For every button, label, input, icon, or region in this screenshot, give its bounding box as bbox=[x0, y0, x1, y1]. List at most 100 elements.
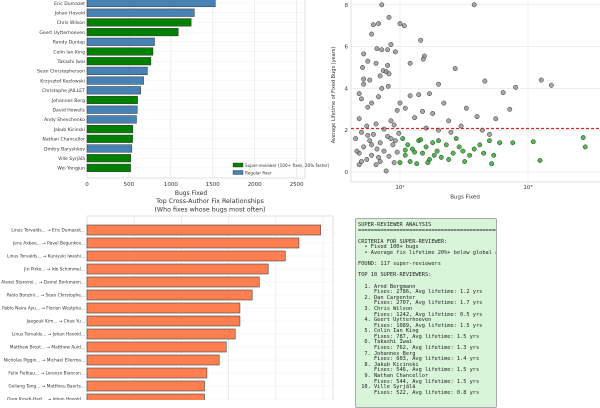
bar bbox=[86, 393, 205, 400]
scatter-point-regular bbox=[386, 71, 392, 77]
scatter-point-regular bbox=[427, 91, 432, 97]
y-tick-label: Nicholas Piggin... → Michael Ellerma... bbox=[4, 358, 85, 364]
scatter-point-regular bbox=[386, 153, 392, 159]
scatter-point-regular bbox=[364, 157, 370, 162]
scatter-point-regular bbox=[407, 60, 413, 66]
x-tick-label: 1500 bbox=[206, 182, 220, 188]
y-axis-label: Average Lifetime of Fixed Bugs (years) bbox=[331, 47, 337, 144]
y-tick-label: Eric Dumazet bbox=[54, 1, 85, 7]
bar bbox=[86, 18, 192, 27]
chart-subtitle: (Who fixes whose bugs most often) bbox=[154, 207, 265, 214]
scatter-point-super-reviewer bbox=[582, 144, 588, 150]
scatter-point-super-reviewer bbox=[497, 140, 503, 146]
scatter-point-regular bbox=[361, 76, 367, 82]
scatter-point-super-reviewer bbox=[436, 138, 441, 144]
y-tick-label: 2 bbox=[345, 128, 349, 134]
scatter-point-super-reviewer bbox=[400, 136, 406, 142]
scatter-point-regular bbox=[538, 77, 544, 83]
scatter-point-regular bbox=[401, 23, 407, 29]
scatter-point-regular bbox=[420, 108, 425, 114]
y-tick-label: Geert Uytterhoeven bbox=[39, 30, 85, 36]
scatter-point-regular bbox=[388, 42, 394, 47]
scatter-point-regular bbox=[390, 142, 396, 148]
scatter-point-super-reviewer bbox=[477, 142, 483, 148]
y-tick-label: Pablo Neira Ayu... → Florian Westpha... bbox=[2, 306, 85, 312]
y-tick-label: Randy Dunlap bbox=[53, 40, 85, 46]
y-tick-label: 6 bbox=[345, 45, 349, 51]
scatter-point-super-reviewer bbox=[450, 150, 456, 156]
scatter-point-regular bbox=[416, 92, 422, 98]
scatter-point-regular bbox=[394, 107, 400, 113]
bar bbox=[86, 125, 134, 134]
scatter-point-super-reviewer bbox=[510, 140, 516, 146]
scatter-point-regular bbox=[385, 83, 391, 89]
scatter-point-regular bbox=[377, 73, 383, 79]
scatter-point-regular bbox=[430, 111, 436, 116]
super-reviewer-summary-box: SUPER-REVIEWER ANALYSIS ================… bbox=[355, 218, 497, 408]
x-tick-label: 0 bbox=[85, 182, 89, 188]
chart-title: Top Cross-Author Fix Relationships bbox=[155, 198, 264, 205]
scatter-point-super-reviewer bbox=[481, 150, 487, 156]
scatter-point-regular bbox=[436, 81, 441, 87]
scatter-point-regular bbox=[365, 104, 371, 110]
y-tick-label: Alexei Starovoi... → Daniel Borkmann... bbox=[1, 280, 85, 286]
scatter-point-super-reviewer bbox=[407, 159, 413, 165]
bar bbox=[86, 289, 253, 301]
x-axis-label: Bugs Fixed bbox=[175, 190, 208, 197]
bar bbox=[86, 237, 300, 249]
scatter-point-regular bbox=[482, 78, 488, 84]
scatter-point-regular bbox=[392, 138, 398, 144]
scatter-point-super-reviewer bbox=[460, 148, 466, 154]
bar bbox=[86, 57, 152, 66]
scatter-point-super-reviewer bbox=[537, 158, 543, 163]
bar bbox=[86, 315, 241, 327]
bar bbox=[86, 47, 154, 56]
scatter-point-regular bbox=[354, 148, 360, 154]
scatter-point-regular bbox=[356, 116, 362, 122]
scatter-point-super-reviewer bbox=[402, 147, 408, 153]
bar bbox=[86, 354, 220, 366]
y-tick-label: Linus Torvalds... → Kuniyuki Iwashi... bbox=[7, 254, 85, 260]
scatter-point-regular bbox=[500, 90, 506, 96]
scatter-point-regular bbox=[385, 62, 391, 68]
x-axis-label: Bugs Fixed bbox=[450, 195, 480, 201]
bar bbox=[86, 224, 321, 236]
scatter-point-regular bbox=[367, 138, 373, 144]
scatter-point-super-reviewer bbox=[530, 139, 536, 145]
legend-label: Regular fixer bbox=[245, 171, 272, 176]
x-tick-label: 1000 bbox=[164, 182, 178, 188]
scatter-point-super-reviewer bbox=[489, 161, 495, 167]
y-tick-label: Wei Yongjun bbox=[57, 166, 85, 172]
bar bbox=[86, 37, 155, 46]
scatter-point-super-reviewer bbox=[420, 150, 425, 156]
scatter-point-regular bbox=[369, 152, 375, 158]
y-tick-label: Ville Syrjälä bbox=[58, 156, 85, 162]
scatter-point-regular bbox=[365, 132, 371, 138]
scatter-point-regular bbox=[402, 105, 408, 111]
scatter-point-super-reviewer bbox=[467, 152, 473, 158]
y-tick-label: Matthew Brost... → Matthew Auld... bbox=[10, 345, 85, 351]
scatter-point-regular bbox=[374, 46, 380, 52]
scatter-point-super-reviewer bbox=[412, 149, 418, 155]
scatter-point-regular bbox=[377, 159, 383, 165]
scatter-point-regular bbox=[493, 116, 499, 122]
y-tick-label: Jens Axboe... → Pavel Begunkov... bbox=[12, 241, 85, 247]
y-tick-label: Chris Wilson bbox=[57, 20, 85, 26]
bar bbox=[86, 341, 227, 353]
bar bbox=[86, 115, 137, 124]
scatter-point-regular bbox=[373, 121, 379, 127]
scatter-point-regular bbox=[391, 160, 397, 166]
scatter-point-regular bbox=[369, 31, 375, 37]
y-tick-label: Krzysztof Kozlowski bbox=[40, 78, 85, 84]
scatter-point-super-reviewer bbox=[418, 137, 424, 143]
scatter-point-super-reviewer bbox=[443, 142, 449, 148]
bar bbox=[86, 380, 205, 392]
scatter-point-regular bbox=[364, 123, 370, 129]
bar bbox=[86, 154, 132, 163]
bar bbox=[86, 276, 260, 288]
scatter-point-super-reviewer bbox=[453, 136, 459, 142]
x-tick-label: 10² bbox=[395, 184, 404, 191]
y-tick-label: Johannes Berg bbox=[51, 98, 85, 104]
y-tick-label: Felix Fietkau... → Lorenzo Biancon... bbox=[8, 371, 85, 377]
bar bbox=[86, 302, 241, 314]
